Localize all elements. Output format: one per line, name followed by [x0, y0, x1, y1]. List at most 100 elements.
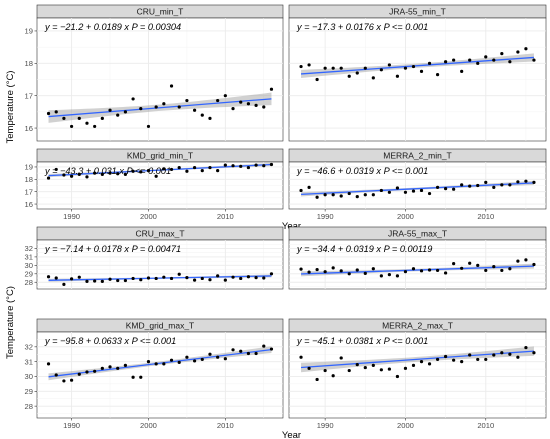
data-point — [262, 276, 266, 280]
data-point — [93, 124, 97, 129]
regression-equation: y = −45.1 + 0.0381 x P <= 0.001 — [296, 336, 428, 346]
x-tick-label: 1990 — [317, 421, 334, 430]
y-tick-label: 17 — [25, 187, 33, 196]
data-point — [323, 193, 327, 197]
data-point — [246, 165, 251, 170]
data-point — [411, 189, 416, 193]
data-point — [427, 61, 432, 65]
data-point — [299, 267, 303, 271]
data-point — [162, 275, 166, 279]
data-point — [62, 116, 66, 120]
data-point — [516, 259, 520, 263]
data-point — [395, 274, 400, 278]
data-point — [216, 169, 220, 173]
data-point — [524, 47, 528, 51]
data-point — [93, 369, 97, 373]
data-point — [269, 347, 274, 351]
regression-equation: y = −34.4 + 0.0319 x P = 0.00119 — [296, 244, 432, 254]
data-point — [85, 370, 89, 374]
data-point — [69, 174, 74, 178]
data-point — [246, 102, 251, 106]
data-point — [93, 279, 97, 283]
data-point — [216, 355, 220, 359]
data-point — [139, 170, 143, 174]
data-point — [307, 366, 311, 370]
data-point — [62, 173, 66, 177]
data-point — [452, 187, 456, 191]
y-tick-label: 19 — [25, 163, 33, 172]
x-axis-title: Year — [282, 221, 301, 232]
data-point — [500, 268, 504, 273]
data-point — [54, 373, 58, 377]
data-point — [419, 360, 424, 364]
data-point — [54, 167, 58, 172]
panel-title: KMD_grid_min_T — [127, 151, 193, 161]
data-point — [254, 275, 258, 280]
data-point — [116, 366, 120, 370]
data-point — [185, 355, 189, 359]
data-point — [154, 362, 158, 366]
data-point — [460, 69, 464, 74]
data-point — [231, 348, 235, 352]
panel-title: CRU_max_T — [135, 229, 184, 239]
data-point — [93, 171, 97, 175]
data-point — [363, 365, 367, 370]
data-point — [532, 262, 536, 267]
data-point — [444, 354, 448, 359]
data-point — [77, 116, 81, 120]
data-point — [492, 58, 496, 62]
data-point — [100, 172, 104, 176]
data-point — [246, 351, 251, 356]
x-tick-label: 2000 — [397, 212, 414, 221]
data-point — [339, 269, 343, 273]
y-tick-label: 16 — [25, 124, 33, 133]
data-point — [185, 98, 189, 103]
data-point — [116, 113, 120, 117]
panel-jra-55-max-t: JRA-55_max_Ty = −34.4 + 0.0319 x P = 0.0… — [288, 226, 547, 290]
data-point — [254, 103, 258, 107]
data-point — [468, 58, 472, 62]
data-point — [331, 374, 335, 378]
data-point — [154, 276, 158, 281]
data-point — [524, 345, 528, 350]
data-point — [468, 261, 472, 265]
data-point — [169, 358, 174, 362]
data-point — [452, 262, 456, 266]
data-point — [395, 186, 400, 190]
data-point — [411, 64, 416, 69]
data-point — [100, 279, 104, 283]
data-point — [62, 379, 66, 383]
data-point — [154, 105, 158, 109]
data-point — [116, 278, 120, 283]
panel-kmd-grid-max-t: KMD_grid_max_Ty = −95.8 + 0.0633 x P <= … — [25, 318, 284, 430]
data-point — [500, 52, 504, 56]
data-point — [476, 61, 480, 65]
data-point — [323, 66, 327, 70]
data-point — [269, 162, 274, 167]
data-point — [371, 193, 375, 197]
data-point — [185, 275, 189, 280]
data-point — [363, 193, 367, 197]
data-point — [460, 183, 464, 187]
x-tick-label: 2010 — [217, 212, 234, 221]
data-point — [508, 352, 512, 356]
data-point — [200, 169, 204, 173]
data-point — [208, 278, 212, 282]
data-point — [387, 190, 391, 194]
data-point — [460, 266, 464, 270]
data-point — [403, 270, 408, 274]
data-point — [460, 360, 464, 364]
data-point — [169, 84, 174, 88]
trend-line — [301, 182, 534, 195]
data-point — [355, 268, 359, 272]
regression-equation: y = −17.3 + 0.0176 x P <= 0.001 — [296, 22, 428, 32]
data-point — [262, 344, 266, 348]
x-tick-label: 2000 — [397, 421, 414, 430]
data-point — [239, 100, 243, 104]
data-point — [100, 366, 104, 370]
data-point — [108, 171, 112, 175]
data-point — [108, 365, 112, 369]
regression-equation: y = −95.8 + 0.0633 x P <= 0.001 — [44, 336, 176, 346]
data-point — [208, 352, 212, 356]
